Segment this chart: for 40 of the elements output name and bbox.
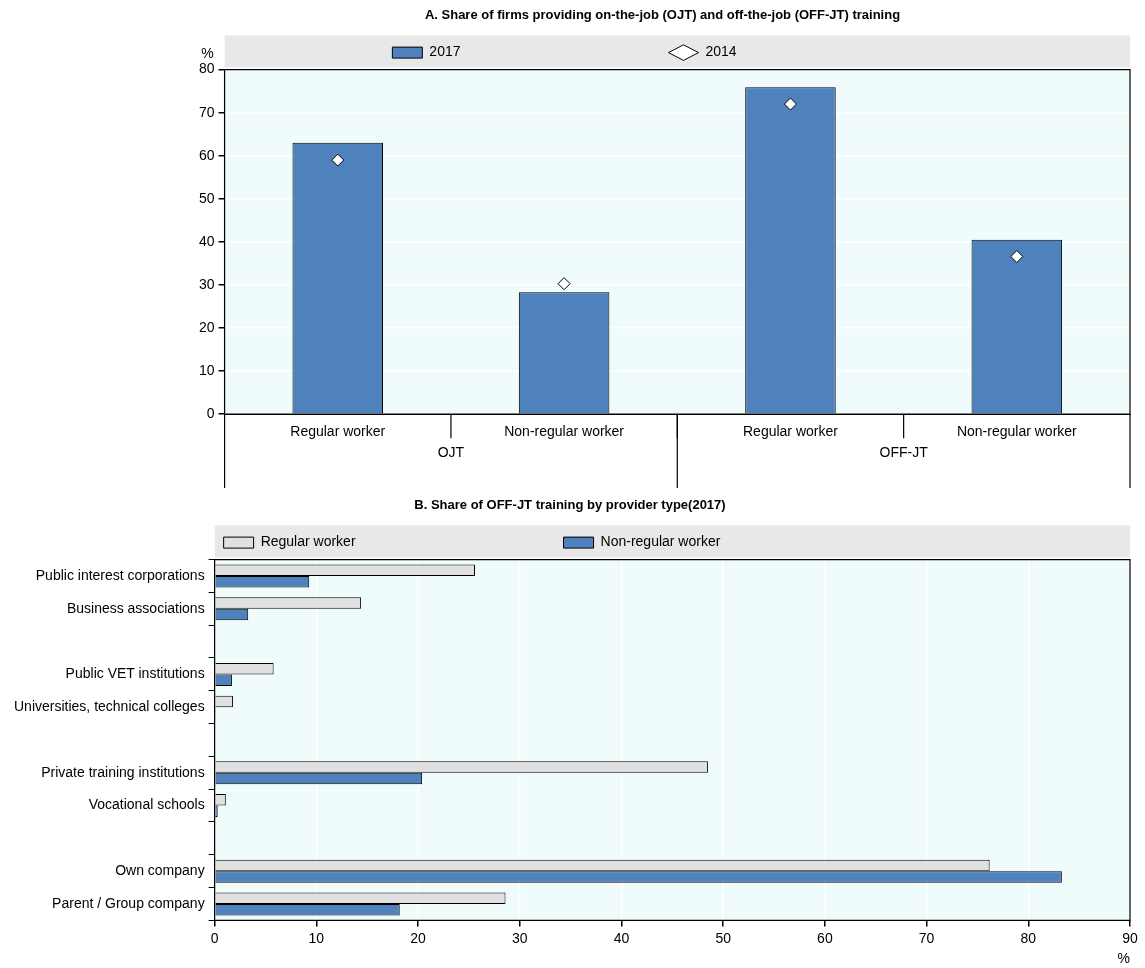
legend-label: 2017 — [429, 43, 657, 60]
x-tick-label: 50 — [715, 929, 732, 946]
y-tick-label: 40 — [198, 232, 215, 249]
y-tick-label: Parent / Group company — [52, 894, 205, 911]
x-tick-label: Non-regular worker — [504, 423, 625, 440]
y-tick-label: 50 — [198, 189, 215, 206]
x-tick-label: 40 — [613, 929, 630, 946]
y-tick-label: 0 — [206, 405, 215, 422]
y-tick-label: 20 — [198, 318, 215, 335]
x-tick-label: 10 — [308, 929, 325, 946]
y-tick-label: Business associations — [66, 599, 205, 616]
text: OJT — [437, 444, 465, 461]
x-tick-label: 80 — [1020, 929, 1037, 946]
x-tick-label: 70 — [918, 929, 935, 946]
legend-label: Regular worker — [260, 533, 552, 550]
y-tick-label: Public interest corporations — [35, 566, 205, 583]
y-tick-label: 30 — [198, 275, 215, 292]
x-tick-label: 90 — [1122, 929, 1138, 946]
x-tick-label: 30 — [511, 929, 528, 946]
x-axis-title: % — [1117, 950, 1130, 967]
y-tick-label: Private training institutions — [41, 763, 205, 780]
y-tick-label: 70 — [198, 103, 215, 120]
y-axis-title: % — [201, 45, 214, 62]
y-tick-label: Own company — [115, 862, 205, 879]
legend-label: 2014 — [705, 43, 933, 60]
y-tick-label: 60 — [198, 146, 215, 163]
text: OFF-JT — [879, 444, 929, 461]
x-tick-label: Regular worker — [743, 423, 839, 440]
chart-title: A. Share of firms providing on-the-job (OJT) and off-the-job (OFF-JT) training — [424, 7, 901, 23]
y-tick-label: 10 — [198, 361, 215, 378]
x-tick-label: Regular worker — [290, 423, 386, 440]
x-tick-label: 20 — [410, 929, 427, 946]
chart-title: B. Share of OFF-JT training by provider type(2017) — [414, 497, 726, 513]
x-tick-label: 60 — [817, 929, 833, 946]
legend-label: Non-regular worker — [600, 533, 917, 550]
y-tick-label: 80 — [198, 60, 215, 77]
y-tick-label: Vocational schools — [88, 796, 205, 813]
x-tick-label: Non-regular worker — [956, 423, 1078, 440]
y-tick-label: Public VET institutions — [65, 665, 205, 682]
y-tick-label: Universities, technical colleges — [14, 698, 205, 715]
